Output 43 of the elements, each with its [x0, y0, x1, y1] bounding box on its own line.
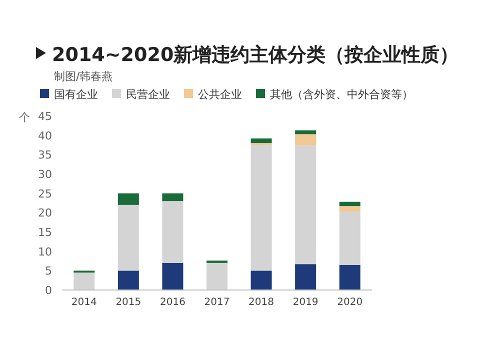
bar	[206, 262, 228, 290]
chart-title: 2014~2020新增违约主体分类（按企业性质）	[52, 44, 459, 66]
bar	[162, 193, 184, 202]
bar	[118, 270, 139, 290]
bar	[339, 202, 360, 206]
bar	[295, 145, 316, 264]
bar	[250, 138, 272, 144]
bar	[118, 204, 139, 271]
bar	[74, 272, 95, 290]
y-tick-label: 25	[38, 187, 52, 200]
bar	[295, 130, 316, 134]
bar	[295, 134, 316, 146]
x-tick-label: 2019	[292, 297, 318, 308]
x-tick-label: 2020	[337, 297, 363, 308]
legend-label: 民营企业	[126, 88, 170, 101]
y-tick-label: 20	[38, 206, 52, 220]
bar	[339, 212, 360, 265]
legend-label: 国有企业	[54, 88, 98, 101]
y-tick-label: 40	[38, 129, 52, 142]
y-tick-label: 45	[38, 110, 52, 123]
x-tick-label: 2015	[116, 297, 142, 308]
bar	[162, 262, 184, 290]
bar	[339, 206, 360, 212]
x-tick-label: 2018	[248, 297, 274, 308]
y-tick-label: 5	[45, 264, 52, 278]
legend-label: 公共企业	[198, 88, 242, 101]
y-tick-label: 15	[38, 226, 52, 239]
bar	[339, 264, 360, 290]
y-tick-label: 0	[45, 284, 52, 297]
chart-subtitle: 制图/韩春燕	[54, 70, 113, 83]
bar	[250, 270, 272, 290]
legend-label: 其他（含外资、中外合资等）	[270, 88, 413, 101]
bar	[295, 264, 316, 290]
x-tick-label: 2017	[204, 297, 230, 308]
bar	[162, 201, 184, 263]
y-axis-title: 个	[19, 111, 30, 124]
y-tick-label: 10	[38, 245, 52, 258]
y-tick-label: 30	[38, 168, 52, 181]
bar	[118, 193, 139, 205]
y-tick-label: 35	[38, 148, 52, 162]
bar	[250, 145, 272, 271]
x-tick-label: 2014	[71, 297, 97, 308]
x-tick-label: 2016	[160, 297, 186, 308]
